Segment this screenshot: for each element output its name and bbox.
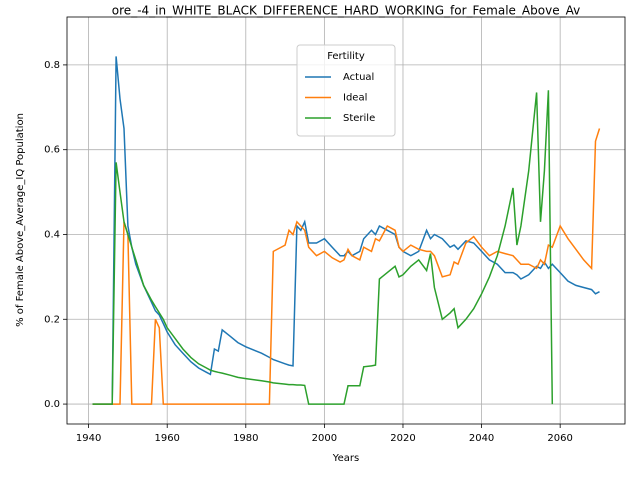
legend-label: Ideal <box>343 93 367 104</box>
x-tick-label: 2040 <box>469 433 494 444</box>
x-tick-label: 2060 <box>547 433 572 444</box>
x-tick-label: 2020 <box>390 433 415 444</box>
x-tick-label: 1940 <box>76 433 101 444</box>
y-tick-label: 0.4 <box>44 229 60 240</box>
x-axis-label: Years <box>332 453 359 464</box>
y-tick-label: 0.2 <box>44 314 60 325</box>
plot-frame <box>66 16 626 425</box>
x-tick-label: 1980 <box>233 433 258 444</box>
data-line <box>92 128 601 405</box>
data-line <box>92 90 554 405</box>
y-tick-label: 0.6 <box>44 145 60 156</box>
legend-label: Sterile <box>343 113 375 124</box>
legend-box <box>296 44 396 137</box>
y-tick-label: 0.0 <box>44 399 60 410</box>
chart-title: ore_-4_in_WHITE_BLACK_DIFFERENCE_HARD_WO… <box>112 4 580 18</box>
y-tick-label: 0.8 <box>44 60 60 71</box>
x-tick-label: 2000 <box>312 433 337 444</box>
legend-title: Fertility <box>327 51 365 62</box>
legend-label: Actual <box>343 72 374 83</box>
x-tick-label: 1960 <box>154 433 179 444</box>
y-axis-label: % of Female Above_Average_IQ Population <box>15 113 26 327</box>
